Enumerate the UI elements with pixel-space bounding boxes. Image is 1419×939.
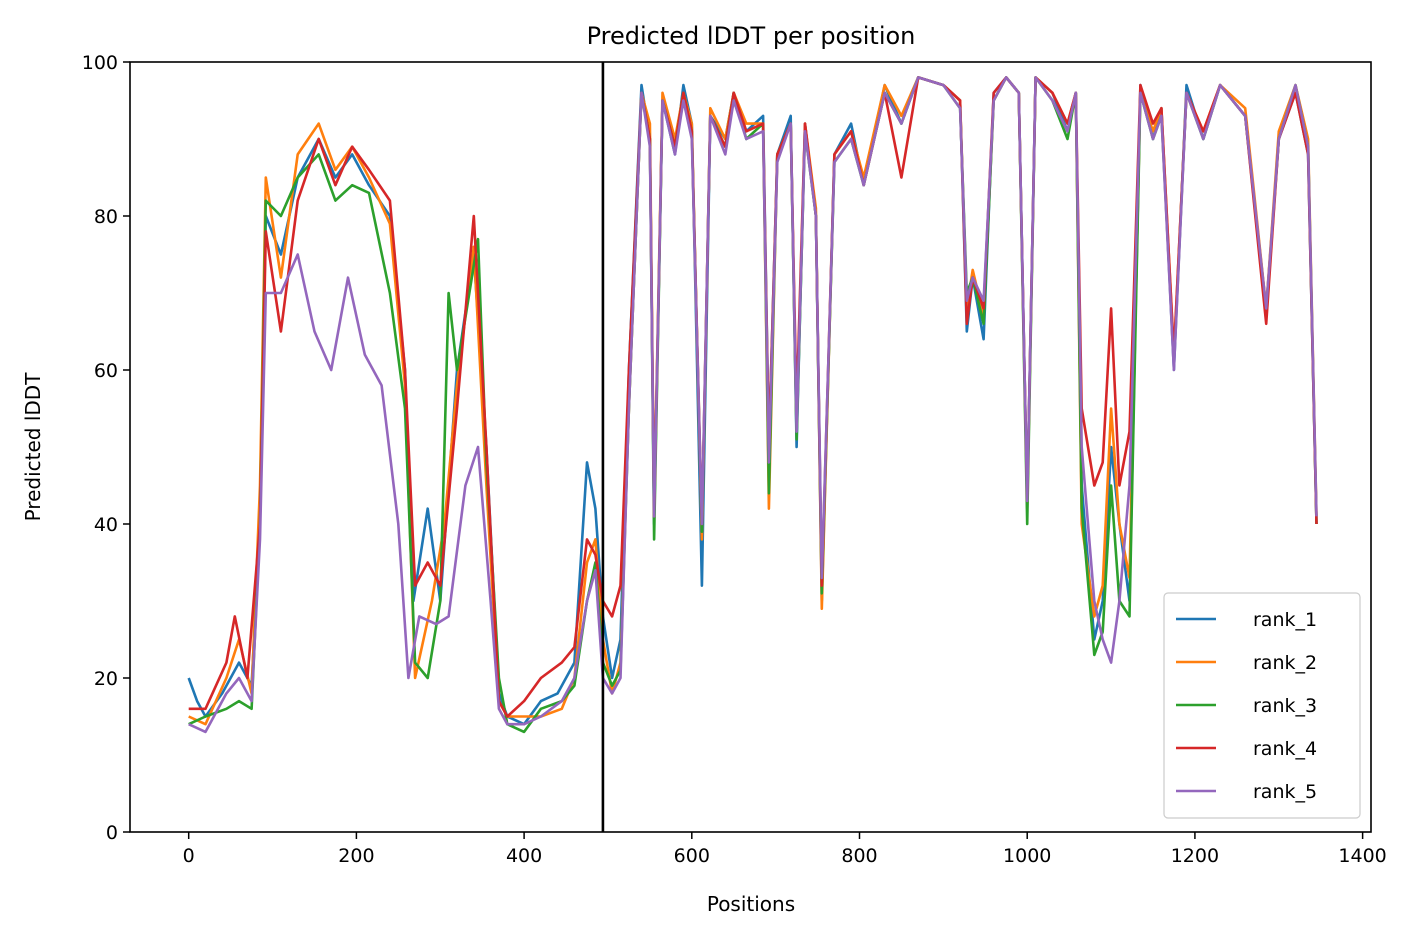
x-tick-label: 1000	[1003, 845, 1051, 867]
legend: rank_1 rank_2 rank_3 rank_4 rank_5	[1163, 592, 1361, 819]
y-tick-label: 20	[94, 668, 118, 690]
x-tick-label: 400	[506, 845, 542, 867]
legend-label: rank_5	[1253, 781, 1317, 803]
legend-label: rank_3	[1253, 695, 1317, 717]
x-axis-ticks: 0 200 400 600 800 1000 1200 1400	[183, 832, 1387, 867]
legend-label: rank_1	[1253, 609, 1317, 631]
series-line-rank-3	[188, 76, 1318, 734]
y-axis-label: Predicted lDDT	[21, 372, 45, 522]
series-line-rank-2	[188, 76, 1318, 726]
x-tick-label: 0	[183, 845, 195, 867]
series-line-rank-5	[188, 76, 1318, 734]
x-tick-label: 1400	[1338, 845, 1386, 867]
legend-label: rank_4	[1253, 738, 1317, 760]
series-layer	[187, 76, 1318, 734]
y-tick-label: 60	[94, 360, 118, 382]
x-tick-label: 800	[841, 845, 877, 867]
chart-title: Predicted lDDT per position	[587, 22, 916, 50]
x-tick-label: 1200	[1171, 845, 1219, 867]
x-tick-label: 200	[338, 845, 374, 867]
legend-label: rank_2	[1253, 652, 1317, 674]
y-tick-label: 100	[82, 52, 118, 74]
y-tick-label: 40	[94, 514, 118, 536]
series-line-rank-4	[188, 76, 1318, 718]
y-tick-label: 0	[106, 822, 118, 844]
series-line-rank-1	[187, 76, 1318, 726]
x-axis-label: Positions	[707, 892, 795, 916]
legend-box	[1163, 592, 1361, 819]
x-tick-label: 600	[674, 845, 710, 867]
y-tick-label: 80	[94, 206, 118, 228]
plot-frame	[129, 61, 1372, 833]
y-axis-ticks: 0 20 40 60 80 100	[82, 52, 130, 844]
